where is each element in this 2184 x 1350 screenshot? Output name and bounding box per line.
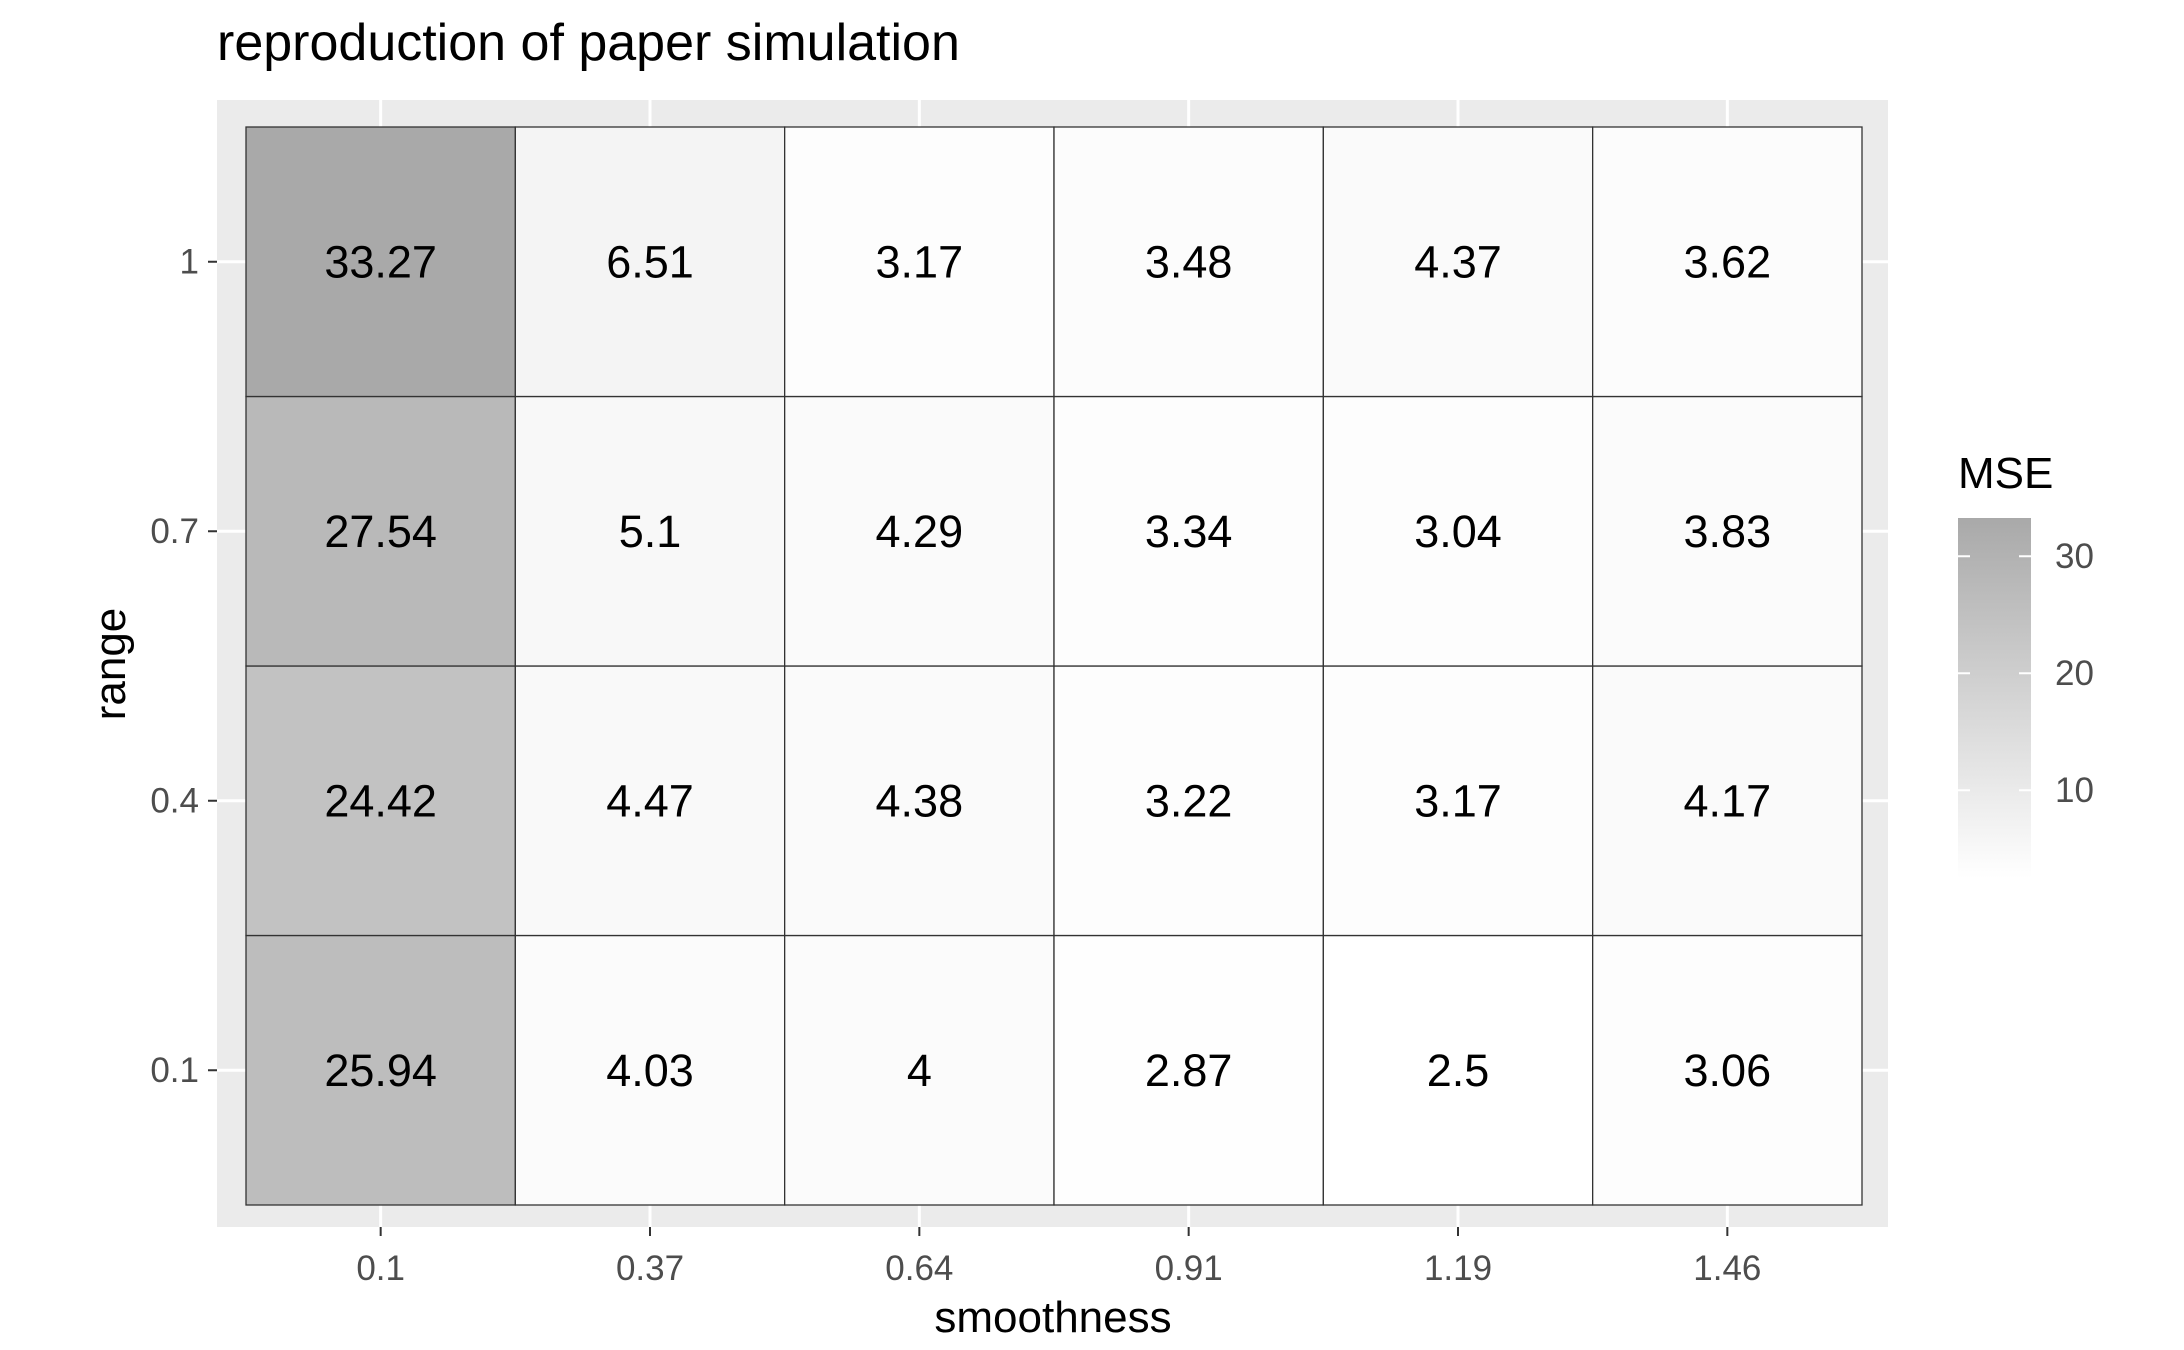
heatmap-cell <box>784 934 1055 1206</box>
cell-value-label: 3.34 <box>1145 506 1233 557</box>
cell-value-label: 3.62 <box>1684 236 1772 287</box>
heatmap-cells <box>245 126 1863 1206</box>
chart-title: reproduction of paper simulation <box>217 14 960 72</box>
x-tick-label: 0.64 <box>885 1249 953 1288</box>
x-tick-label: 1.46 <box>1693 1249 1761 1288</box>
x-axis-title: smoothness <box>934 1293 1171 1342</box>
heatmap-cell-labels: 25.94 4.03 4 2.87 2.5 3.06 24.42 4.47 4.38 3.22 3.… <box>324 236 1771 1096</box>
heatmap-cell <box>514 934 786 1206</box>
y-axis: 0.1 0.4 0.7 1 <box>150 242 217 1090</box>
cell-value-label: 3.06 <box>1684 1045 1772 1096</box>
heatmap-cell <box>784 665 1055 937</box>
legend-ticks: 10 20 30 <box>1958 537 2094 810</box>
heatmap-cell <box>784 395 1055 667</box>
cell-value-label: 3.17 <box>876 236 964 287</box>
y-tick-label: 0.4 <box>150 781 199 820</box>
x-tick-label: 0.1 <box>356 1249 405 1288</box>
heatmap-cell <box>1322 934 1594 1206</box>
heatmap-cell <box>514 126 786 398</box>
legend-tick-label: 20 <box>2055 654 2094 693</box>
cell-value-label: 24.42 <box>324 775 437 826</box>
cell-value-label: 4 <box>907 1045 932 1096</box>
cell-value-label: 4.47 <box>606 775 694 826</box>
x-axis: 0.1 0.37 0.64 0.91 1.19 1.46 <box>356 1227 1761 1288</box>
cell-value-label: 4.03 <box>606 1045 694 1096</box>
heatmap-cell <box>1592 126 1863 398</box>
heatmap-cell <box>245 126 516 398</box>
heatmap-cell <box>245 934 516 1206</box>
heatmap-cell <box>1053 934 1324 1206</box>
cell-value-label: 4.29 <box>876 506 964 557</box>
legend-title: MSE <box>1958 449 2053 498</box>
cell-value-label: 33.27 <box>324 236 437 287</box>
legend-tick-label: 10 <box>2055 771 2094 810</box>
x-tick-label: 0.91 <box>1155 1249 1223 1288</box>
heatmap-cell <box>514 395 786 667</box>
cell-value-label: 4.17 <box>1684 775 1772 826</box>
cell-value-label: 2.87 <box>1145 1045 1233 1096</box>
cell-value-label: 3.04 <box>1414 506 1502 557</box>
heatmap-cell <box>245 665 516 937</box>
legend-colorbar <box>1958 518 2031 878</box>
heatmap-cell <box>1053 126 1324 398</box>
heatmap-cell <box>1053 665 1324 937</box>
heatmap-cell <box>1053 395 1324 667</box>
color-legend: MSE 10 20 30 <box>1958 449 2094 878</box>
cell-value-label: 3.22 <box>1145 775 1233 826</box>
heatmap-cell <box>1322 395 1594 667</box>
y-tick-label: 0.7 <box>150 512 199 551</box>
legend-tick-label: 30 <box>2055 537 2094 576</box>
cell-value-label: 5.1 <box>619 506 682 557</box>
heatmap-cell <box>1592 934 1863 1206</box>
cell-value-label: 6.51 <box>606 236 694 287</box>
heatmap-cell <box>245 395 516 667</box>
cell-value-label: 25.94 <box>324 1045 437 1096</box>
cell-value-label: 4.38 <box>876 775 964 826</box>
x-tick-label: 1.19 <box>1424 1249 1492 1288</box>
x-tick-label: 0.37 <box>616 1249 684 1288</box>
heatmap-cell <box>1592 395 1863 667</box>
cell-value-label: 3.48 <box>1145 236 1233 287</box>
y-tick-label: 0.1 <box>150 1051 199 1090</box>
y-axis-title: range <box>86 608 135 721</box>
cell-value-label: 3.83 <box>1684 506 1772 557</box>
cell-value-label: 4.37 <box>1414 236 1502 287</box>
cell-value-label: 27.54 <box>324 506 437 557</box>
y-tick-label: 1 <box>180 242 199 281</box>
heatmap-cell <box>1592 665 1863 937</box>
cell-value-label: 2.5 <box>1427 1045 1490 1096</box>
heatmap-cell <box>1322 126 1594 398</box>
cell-value-label: 3.17 <box>1414 775 1502 826</box>
